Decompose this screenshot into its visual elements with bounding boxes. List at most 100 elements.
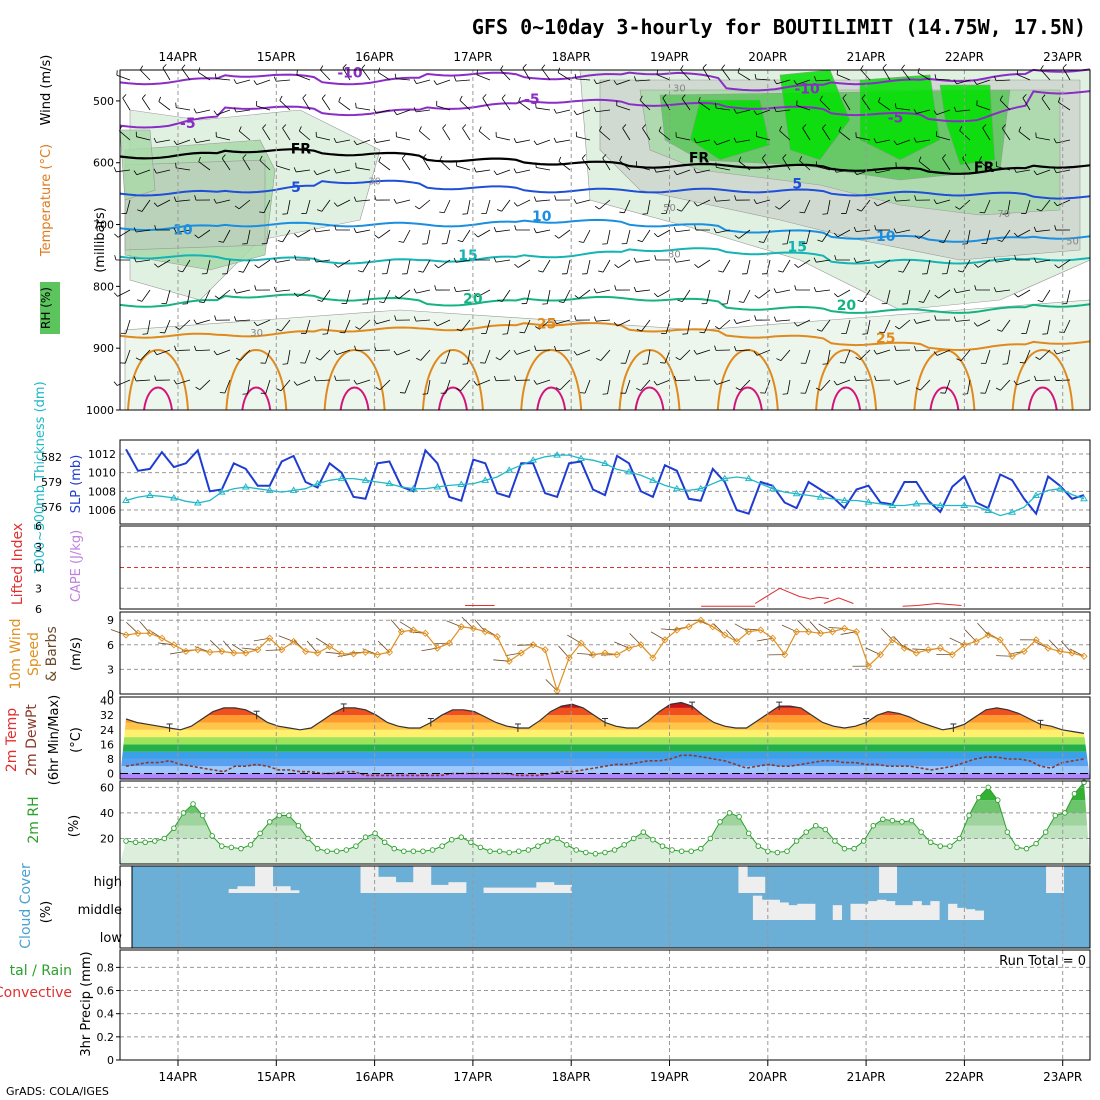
- wind-barb-flag: [833, 232, 839, 238]
- wind-barb-flag: [319, 65, 324, 71]
- thickness-marker: [457, 480, 466, 488]
- rh-2m-marker: [975, 794, 982, 801]
- hot-layer-contour: [536, 386, 567, 411]
- li-tick-label: 6: [35, 603, 42, 616]
- precip-tick-label: 0.6: [97, 985, 115, 998]
- axis-label-temp2m: 2m Temp: [4, 708, 20, 772]
- wind-barb: [599, 199, 611, 210]
- wind-barb: [936, 135, 951, 141]
- wind-barb: [556, 109, 571, 114]
- wind-barb: [816, 289, 831, 293]
- wind-barb-10m: [1060, 640, 1073, 654]
- temperature-band: [120, 773, 1090, 779]
- hot-layer-contour: [929, 386, 960, 411]
- temperature-band: [120, 737, 1090, 745]
- wind-barb: [606, 229, 611, 244]
- wind-barb-flag: [918, 300, 924, 303]
- rh-2m-marker: [468, 839, 474, 846]
- rh-2m-marker: [401, 848, 407, 854]
- wind-barb-flag: [995, 387, 1001, 391]
- rh-2m-marker: [257, 830, 263, 837]
- wind-barb: [876, 169, 891, 174]
- wind-barb: [482, 97, 491, 111]
- axis-label-slp: SLP (mb): [69, 455, 84, 514]
- wind-barb: [698, 259, 711, 268]
- wind-barb-flag: [996, 329, 1002, 332]
- cloud-cover-bar-high: [756, 876, 766, 893]
- wind-barb-flag: [219, 392, 225, 394]
- wind-barb-flag: [898, 270, 904, 273]
- wind-barb-flag: [637, 239, 643, 243]
- wind-barb: [439, 160, 451, 171]
- wind-barb-flag: [162, 64, 167, 69]
- wind-barb: [1036, 259, 1051, 263]
- wind-barb: [418, 199, 431, 210]
- wind-barb: [280, 379, 291, 391]
- wind-speed-marker: [876, 651, 885, 659]
- rh-2m-marker: [487, 848, 493, 854]
- axis-label-total-rain: tal / Rain: [10, 963, 72, 979]
- wind-barb-flag: [956, 358, 962, 362]
- wind-barb-flag: [462, 124, 467, 129]
- wind-barb-flag: [613, 80, 618, 85]
- rh-2m-marker: [630, 835, 637, 842]
- wind-barb-flag: [802, 124, 807, 129]
- wind-barb: [516, 139, 531, 144]
- wind-barb: [1042, 289, 1051, 303]
- wind-barb: [736, 139, 751, 143]
- wind-barb-flag: [654, 255, 657, 261]
- wind-barb-flag: [173, 196, 177, 202]
- wind-speed-marker: [397, 628, 406, 636]
- wind-barb: [836, 74, 851, 81]
- wind-barb-flag: [653, 167, 657, 173]
- wind-barb: [804, 199, 811, 214]
- warm-layer-contour: [225, 349, 288, 411]
- wind-barb-flag: [693, 138, 697, 143]
- wind-barb-flag: [715, 103, 717, 109]
- wind-speed-marker: [1044, 644, 1052, 652]
- wind-barb: [124, 349, 131, 364]
- wind-barb: [484, 349, 491, 364]
- wind-barb: [461, 319, 471, 332]
- cloud-cover-bar-high: [1054, 866, 1065, 893]
- date-label-bottom: 14APR: [158, 1070, 197, 1084]
- wind-barb-flag: [758, 241, 764, 243]
- rh-2m-marker: [286, 812, 292, 819]
- wind-barb-flag: [816, 329, 822, 332]
- axis-label-pressure: (millibars): [93, 207, 108, 273]
- wind-barb-flag: [439, 211, 445, 214]
- wind-speed-marker: [385, 648, 394, 656]
- wind-barb-flag: [653, 380, 658, 386]
- wind-barb-10m: [126, 622, 139, 634]
- wind-speed-marker: [445, 639, 453, 647]
- wind-barb: [607, 379, 611, 394]
- thickness-marker: [888, 501, 897, 509]
- wind-barb: [224, 379, 231, 394]
- wind-barb-flag: [113, 292, 118, 297]
- wind-barb-flag: [573, 110, 578, 115]
- wind-barb: [896, 139, 911, 146]
- wind-barb: [876, 139, 891, 144]
- thickness-marker: [936, 501, 945, 509]
- wind-barb-flag: [893, 140, 898, 146]
- wind-barb: [258, 259, 271, 269]
- wind-barb: [596, 319, 611, 322]
- wind-barb: [1036, 229, 1051, 232]
- wind-barb-flag: [393, 350, 398, 356]
- wind-barb-flag: [713, 196, 717, 202]
- wind-barb: [499, 349, 511, 361]
- wind-barb-flag: [933, 351, 938, 356]
- wind-barb-flag: [422, 154, 427, 159]
- wind-barb: [467, 349, 471, 364]
- wind-barb-flag: [413, 79, 417, 84]
- wind-barb-flag: [893, 196, 897, 202]
- wind-tick-label: 6: [107, 639, 114, 652]
- wind-barb-flag: [573, 350, 578, 356]
- li-tick-label: 0: [35, 562, 42, 575]
- wind-barb-flag: [334, 263, 339, 268]
- wind-barb: [845, 199, 851, 214]
- wind-speed-marker: [780, 651, 789, 659]
- wind-barb: [642, 128, 651, 141]
- wind-barb: [346, 289, 351, 304]
- cloud-cover-bar-high: [430, 884, 441, 893]
